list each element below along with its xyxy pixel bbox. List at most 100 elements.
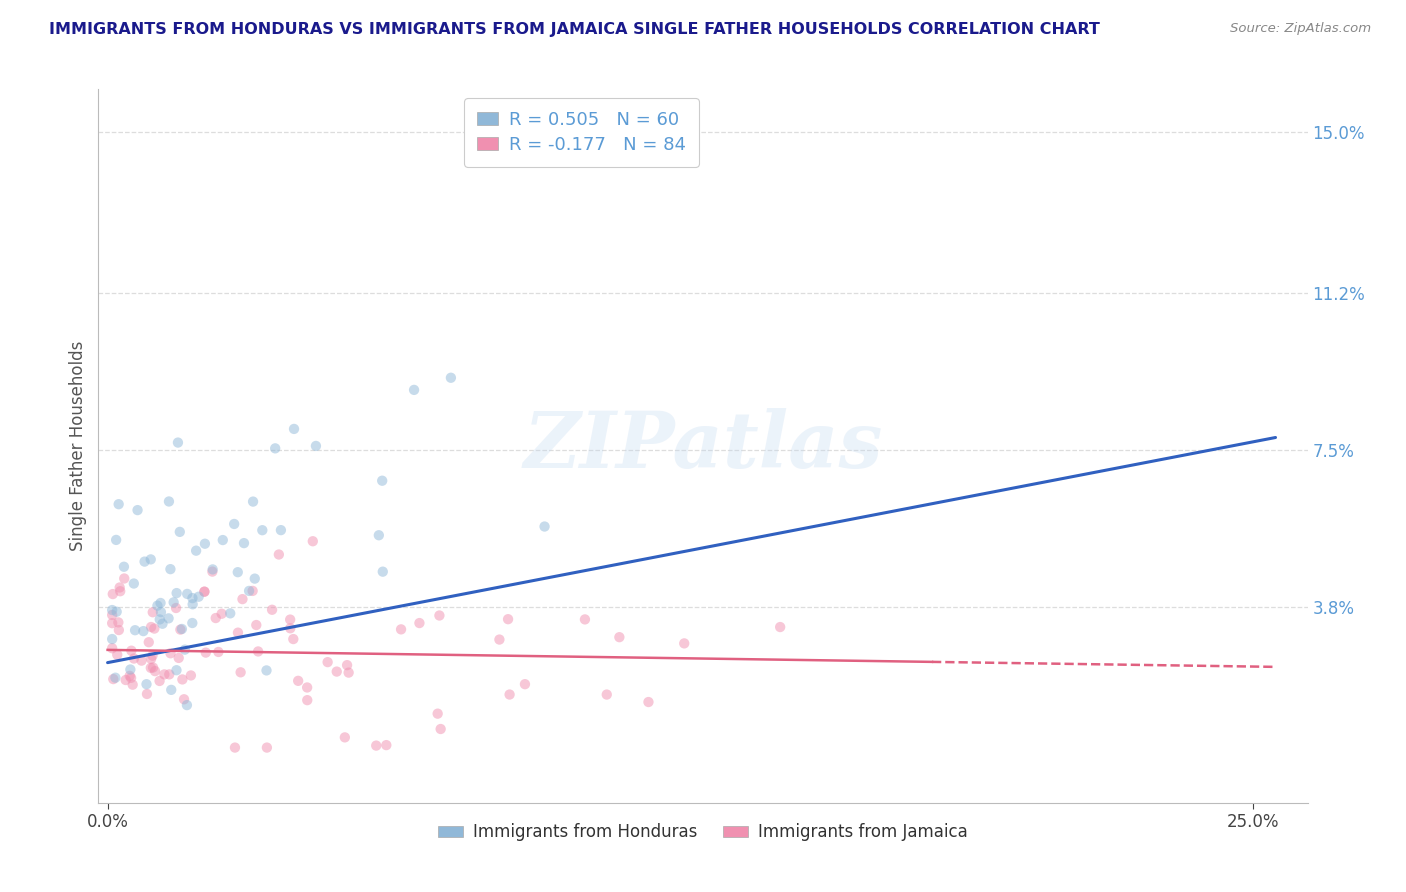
Point (165, 601, 187, 615)
Point (120, 671, 142, 685)
Point (301, 534, 323, 549)
Point (336, 658, 359, 673)
Point (118, 669, 141, 683)
Point (184, 543, 207, 558)
Point (247, 644, 270, 658)
Point (122, 651, 145, 665)
Point (201, 565, 224, 579)
Point (596, 688, 619, 702)
Point (181, 597, 204, 611)
Point (107, 497, 129, 511)
Point (238, 583, 260, 598)
Point (440, 370, 463, 384)
Point (124, 624, 146, 638)
Point (243, 572, 266, 586)
Point (152, 616, 174, 631)
Point (201, 562, 224, 576)
Point (173, 692, 195, 706)
Point (139, 661, 162, 675)
Point (371, 474, 394, 488)
Point (127, 503, 149, 517)
Point (103, 672, 125, 686)
Point (211, 533, 233, 547)
Point (122, 576, 145, 591)
Point (402, 383, 425, 397)
Point (101, 587, 124, 601)
Point (148, 673, 170, 688)
Point (107, 615, 129, 630)
Point (157, 611, 180, 625)
Point (167, 435, 190, 450)
Point (181, 615, 204, 630)
Point (141, 648, 163, 663)
Point (252, 523, 274, 537)
Point (194, 537, 217, 551)
Point (163, 595, 186, 609)
Point (142, 660, 165, 674)
Point (278, 621, 301, 635)
Point (143, 664, 166, 678)
Point (256, 664, 278, 678)
Point (149, 596, 172, 610)
Point (149, 605, 172, 619)
Point (337, 665, 360, 680)
Legend: Immigrants from Honduras, Immigrants from Jamaica: Immigrants from Honduras, Immigrants fro… (432, 817, 974, 848)
Point (176, 698, 198, 712)
Point (105, 648, 128, 662)
Point (224, 516, 246, 531)
Point (134, 555, 156, 569)
Point (204, 611, 226, 625)
Point (229, 665, 252, 680)
Point (673, 636, 696, 650)
Point (262, 603, 284, 617)
Point (131, 654, 153, 668)
Point (159, 646, 181, 660)
Point (389, 623, 412, 637)
Point (513, 677, 536, 691)
Point (139, 620, 162, 634)
Point (149, 612, 172, 626)
Point (366, 739, 388, 753)
Point (283, 632, 305, 646)
Point (167, 651, 190, 665)
Text: Source: ZipAtlas.com: Source: ZipAtlas.com (1230, 22, 1371, 36)
Point (287, 673, 309, 688)
Point (135, 677, 157, 691)
Point (138, 635, 160, 649)
Point (488, 632, 510, 647)
Point (120, 643, 142, 657)
Point (159, 562, 181, 576)
Point (114, 673, 136, 687)
Point (270, 523, 292, 537)
Point (429, 608, 451, 623)
Point (242, 494, 264, 508)
Y-axis label: Single Father Households: Single Father Households (69, 341, 87, 551)
Point (242, 583, 264, 598)
Point (101, 616, 124, 631)
Point (295, 681, 318, 695)
Point (101, 607, 124, 622)
Point (193, 584, 215, 599)
Point (101, 632, 124, 646)
Point (108, 623, 131, 637)
Point (160, 682, 183, 697)
Point (226, 565, 249, 579)
Point (219, 607, 242, 621)
Point (193, 584, 215, 599)
Point (139, 652, 162, 666)
Point (408, 615, 430, 630)
Point (101, 641, 124, 656)
Point (496, 612, 519, 626)
Text: ZIPatlas: ZIPatlas (523, 408, 883, 484)
Point (297, 693, 319, 707)
Point (283, 422, 305, 436)
Point (132, 624, 155, 639)
Point (157, 667, 180, 681)
Point (498, 688, 520, 702)
Point (104, 671, 127, 685)
Point (169, 524, 191, 539)
Point (112, 572, 135, 586)
Point (375, 738, 398, 752)
Point (180, 668, 202, 682)
Point (139, 552, 162, 566)
